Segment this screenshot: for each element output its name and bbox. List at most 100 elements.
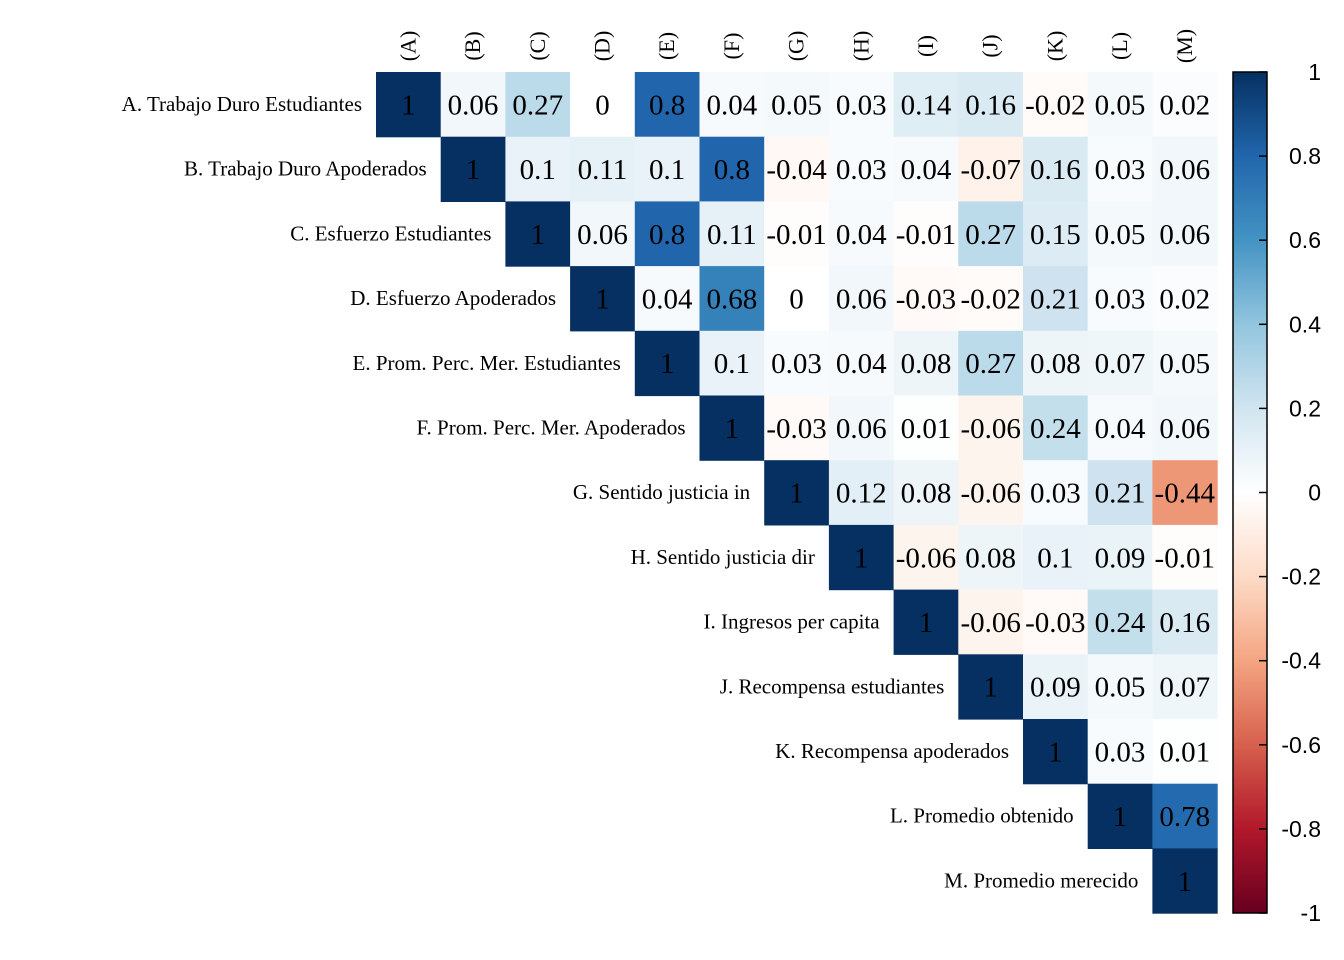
heatmap-cell: [893, 72, 959, 138]
heatmap-cell: [1152, 589, 1218, 655]
cell-value-label: 0.03: [836, 89, 887, 121]
cell-value-label: 0.21: [1095, 478, 1146, 510]
colorbar: 1 0.8 0.6 0.4 0.2 0 -0.2 -0.4 -0.6 -0.8 -1: [1232, 59, 1321, 926]
heatmap-cell: [1152, 848, 1218, 914]
column-label: (C): [525, 31, 550, 60]
cell-value-label: 0.11: [707, 219, 757, 251]
heatmap-cell: [1023, 72, 1089, 138]
heatmap-cell: [764, 330, 830, 397]
heatmap-cell: [1087, 589, 1153, 655]
cell-value-label: -0.02: [1025, 89, 1085, 121]
heatmap-cell: [893, 395, 959, 461]
heatmap-cell: [958, 201, 1024, 267]
cell-value-label: 0.27: [965, 219, 1016, 251]
cell-value-label: 0.03: [836, 154, 887, 186]
cell-value-label: 0.03: [1030, 478, 1081, 510]
colorbar-tick-label: 0.2: [1289, 395, 1321, 421]
heatmap-cell: [958, 524, 1024, 591]
heatmap-cell: [1023, 589, 1089, 655]
cell-value-label: 0.27: [512, 89, 563, 121]
column-label: (K): [1042, 31, 1067, 62]
heatmap-cell: [958, 460, 1024, 526]
colorbar-tick-label: 0.6: [1289, 227, 1321, 253]
heatmap-cell: [893, 524, 959, 591]
heatmap-cell: [1087, 136, 1153, 202]
heatmap-cell: [634, 201, 701, 267]
cell-value-label: -0.04: [766, 154, 827, 186]
row-label: A. Trabajo Duro Estudiantes: [122, 92, 362, 116]
heatmap-cell: [828, 72, 895, 138]
heatmap-cell: [828, 460, 895, 526]
heatmap-cell: [958, 266, 1024, 332]
row-label: L. Promedio obtenido: [890, 804, 1074, 828]
colorbar-tick-label: -0.2: [1281, 564, 1321, 590]
heatmap-cell: [958, 395, 1024, 461]
column-label: (G): [784, 31, 809, 62]
cell-value-label: 0.01: [901, 413, 952, 445]
cell-value-label: 0.04: [1095, 413, 1146, 445]
heatmap-cell: [699, 266, 765, 332]
cell-value-label: 0: [789, 283, 804, 315]
cell-value-label: 0.06: [577, 219, 628, 251]
heatmap-cell: [1152, 72, 1218, 138]
heatmap-cell: [1023, 266, 1089, 332]
heatmap-cell: [828, 330, 895, 397]
heatmap-cell: [828, 524, 895, 591]
cell-value-label: 0.05: [1095, 89, 1146, 121]
cell-value-label: 0.05: [1095, 672, 1146, 704]
row-label: K. Recompensa apoderados: [775, 739, 1009, 763]
cell-value-label: -0.03: [896, 283, 956, 315]
heatmap-cell: [699, 330, 765, 397]
heatmap-cell: [958, 72, 1024, 138]
cell-value-label: -0.01: [766, 219, 826, 251]
heatmap-cell: [958, 589, 1024, 655]
heatmap-cell: [505, 72, 571, 138]
colorbar-tick-label: 0.4: [1289, 311, 1321, 337]
heatmap-cell: [1152, 395, 1218, 461]
cell-value-label: 0.09: [1030, 672, 1081, 704]
heatmap-cell: [958, 136, 1024, 202]
heatmap-cell: [634, 266, 701, 332]
heatmap-cell: [893, 266, 959, 332]
column-label: (L): [1107, 32, 1132, 60]
heatmap-cell: [1152, 460, 1218, 526]
column-label: (M): [1172, 29, 1197, 63]
cell-value-label: 0.05: [771, 89, 822, 121]
heatmap-cell: [1152, 783, 1218, 849]
cell-value-label: 0.24: [1030, 413, 1081, 445]
heatmap-cell: [634, 330, 701, 397]
row-label: C. Esfuerzo Estudiantes: [290, 221, 491, 245]
heatmap-cell: [893, 330, 959, 397]
heatmap-cell: [1023, 719, 1089, 785]
cell-value-label: 0.06: [1159, 219, 1210, 251]
heatmap-cell: [893, 136, 959, 202]
cell-value-label: 0.16: [1159, 607, 1210, 639]
heatmap-cell: [1152, 201, 1218, 267]
row-label: B. Trabajo Duro Apoderados: [184, 157, 427, 181]
column-labels: (A) (B) (C) (D) (E) (F) (G) (H) (I) (J) (K) (L) (M): [395, 29, 1196, 63]
heatmap-cell: [1152, 654, 1218, 720]
column-label: (B): [460, 31, 485, 60]
cell-value-label: -0.01: [896, 219, 956, 251]
cell-value-label: 0.11: [578, 154, 628, 186]
heatmap-cell: [1087, 719, 1153, 785]
heatmap-cell: [634, 136, 701, 202]
heatmap-cell: [764, 395, 830, 461]
cell-value-label: -0.06: [960, 478, 1020, 510]
heatmap-cell: [1087, 330, 1153, 397]
cell-value-label: -0.06: [960, 413, 1020, 445]
heatmap-cell: [828, 266, 895, 332]
heatmap-cell: [440, 72, 506, 138]
heatmap-cell: [958, 654, 1024, 720]
cell-value-label: 1: [854, 542, 869, 574]
cell-value-label: -0.44: [1155, 478, 1216, 510]
cell-value-label: 0.27: [965, 348, 1016, 380]
cell-value-label: -0.02: [960, 283, 1020, 315]
heatmap-cell: [1152, 266, 1218, 332]
colorbar-tick-label: -0.6: [1281, 732, 1321, 758]
cell-value-label: -0.03: [766, 413, 826, 445]
heatmap-cell: [1152, 719, 1218, 785]
cell-value-label: 0.8: [714, 154, 750, 186]
cell-value-label: 0.09: [1095, 542, 1146, 574]
